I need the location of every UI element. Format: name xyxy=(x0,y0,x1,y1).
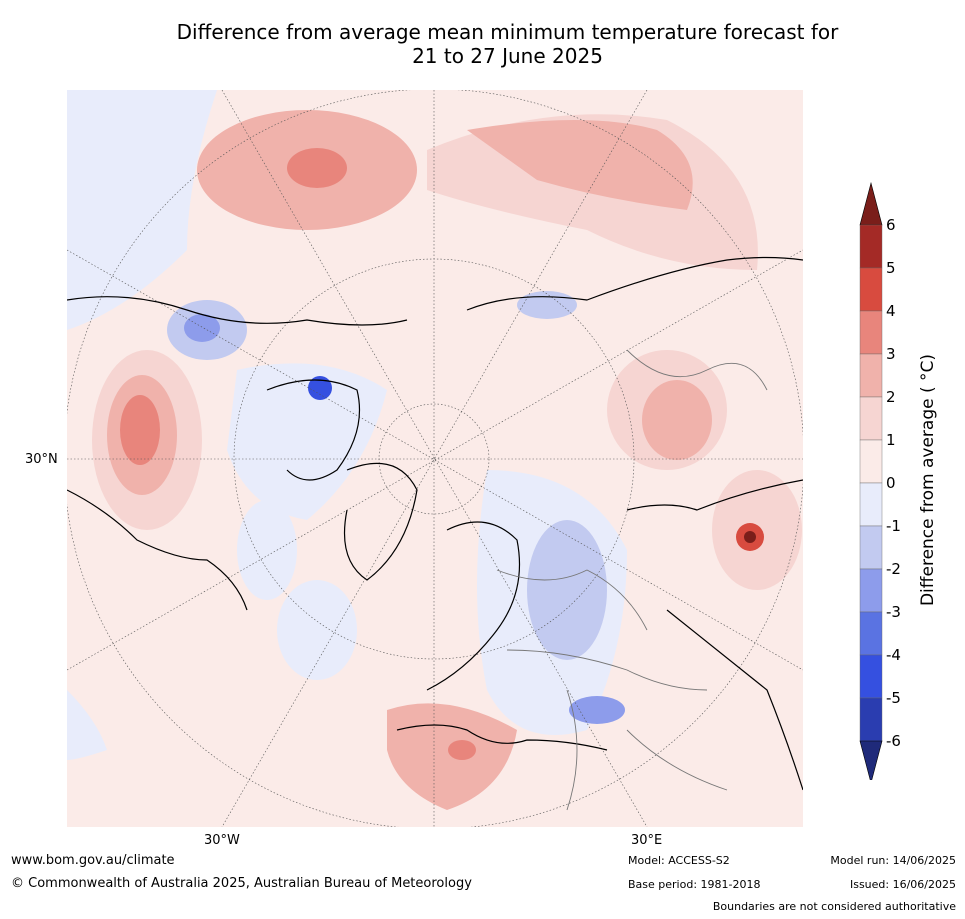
colorbar-segment xyxy=(859,396,883,441)
anomaly-cool-kara xyxy=(517,291,577,319)
colorbar-tick-label: 5 xyxy=(886,259,896,277)
anomaly-blue-lowerleft xyxy=(67,690,107,760)
anomaly-cool-alaska-core xyxy=(184,314,220,342)
map-title: Difference from average mean minimum tem… xyxy=(60,20,955,68)
colorbar-segment xyxy=(859,267,883,312)
colorbar-segment xyxy=(859,654,883,699)
colorbar-tick-label: 0 xyxy=(886,474,896,492)
colorbar-segment xyxy=(859,353,883,398)
model-text: Model: ACCESS-S2 xyxy=(628,854,730,867)
graticule xyxy=(67,90,803,827)
lon-label-30e: 30°E xyxy=(631,833,663,848)
copyright-text: © Commonwealth of Australia 2025, Austra… xyxy=(11,876,472,891)
anomaly-blue-west xyxy=(67,90,217,330)
colorbar-over-arrow xyxy=(859,181,883,226)
colorbar-tick-label: 2 xyxy=(886,388,896,406)
issued-text: Issued: 16/06/2025 xyxy=(849,878,956,891)
colorbar-segment xyxy=(859,525,883,570)
colorbar-segment xyxy=(859,611,883,656)
colorbar-tick-label: -3 xyxy=(886,603,901,621)
colorbar-tick-label: 1 xyxy=(886,431,896,449)
anomaly-warm-siberia-2 xyxy=(467,120,693,210)
anomaly-warm-na-core xyxy=(120,395,160,465)
anomaly-cool-arctic-core xyxy=(308,376,332,400)
anomaly-warm-asia-2 xyxy=(642,380,712,460)
anomaly-warm-med-core xyxy=(448,740,476,760)
colorbar-tick-label: 4 xyxy=(886,302,896,320)
coastlines xyxy=(67,256,803,791)
colorbar-tick-label: -2 xyxy=(886,560,901,578)
colorbar-label: Difference from average ( °C) xyxy=(918,353,938,607)
website-link[interactable]: www.bom.gov.au/climate xyxy=(11,853,175,868)
colorbar-segment xyxy=(859,439,883,484)
base-period-text: Base period: 1981-2018 xyxy=(628,878,761,891)
boundaries-note: Boundaries are not considered authoritat… xyxy=(712,900,956,913)
colorbar-segment xyxy=(859,568,883,613)
lat-label-30n: 30°N xyxy=(25,452,58,467)
model-run-text: Model run: 14/06/2025 xyxy=(830,854,956,867)
anomaly-cool-atlantic xyxy=(277,580,357,680)
anomaly-cool-caspian xyxy=(569,696,625,724)
anomaly-hot-core xyxy=(744,531,756,543)
colorbar-tick-label: 6 xyxy=(886,216,896,234)
colorbar-tick-label: -6 xyxy=(886,732,901,750)
title-line-2: 21 to 27 June 2025 xyxy=(412,44,603,68)
colorbar-tick-label: -5 xyxy=(886,689,901,707)
anomaly-warm-pacific-core xyxy=(287,148,347,188)
colorbar: 6 5 4 3 2 1 0 -1 -2 -3 -4 -5 -6 xyxy=(859,181,901,780)
lon-label-30w: 30°W xyxy=(204,833,240,848)
country-borders xyxy=(496,349,768,811)
colorbar-tick-label: -1 xyxy=(886,517,901,535)
colorbar-segment xyxy=(859,697,883,742)
anomaly-cool-arctic xyxy=(227,363,387,520)
colorbar-segment xyxy=(859,224,883,269)
colorbar-segment xyxy=(859,482,883,527)
polar-map xyxy=(67,90,803,827)
title-line-1: Difference from average mean minimum tem… xyxy=(176,20,839,44)
colorbar-segment xyxy=(859,310,883,355)
colorbar-tick-label: 3 xyxy=(886,345,896,363)
anomaly-cool-europe-2 xyxy=(527,520,607,660)
colorbar-tick-label: -4 xyxy=(886,646,901,664)
colorbar-under-arrow xyxy=(859,740,883,780)
anomaly-cool-labrador xyxy=(237,500,297,600)
